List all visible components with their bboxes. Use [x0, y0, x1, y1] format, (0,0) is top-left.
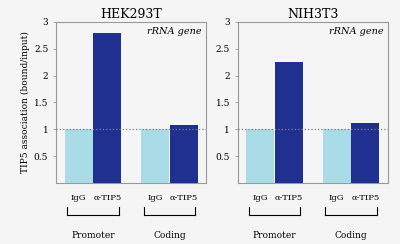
Title: NIH3T3: NIH3T3 [287, 8, 338, 21]
Text: Promoter: Promoter [253, 231, 296, 240]
Text: α-TIP5: α-TIP5 [170, 194, 198, 202]
Text: Coding: Coding [153, 231, 186, 240]
Text: Coding: Coding [335, 231, 367, 240]
Bar [246, 129, 274, 183]
Bar [141, 129, 169, 183]
Text: Promoter: Promoter [71, 231, 115, 240]
Text: α-TIP5: α-TIP5 [351, 194, 380, 202]
Text: IgG: IgG [147, 194, 163, 202]
Bar [275, 62, 303, 183]
Bar [93, 33, 121, 183]
Title: HEK293T: HEK293T [100, 8, 162, 21]
Text: IgG: IgG [71, 194, 86, 202]
Bar [170, 125, 198, 183]
Bar [65, 129, 92, 183]
Bar [352, 123, 379, 183]
Text: IgG: IgG [329, 194, 344, 202]
Text: α-TIP5: α-TIP5 [275, 194, 303, 202]
Y-axis label: TIP5 association (bound/input): TIP5 association (bound/input) [20, 31, 30, 173]
Bar [323, 129, 351, 183]
Text: α-TIP5: α-TIP5 [93, 194, 122, 202]
Text: rRNA gene: rRNA gene [329, 27, 384, 36]
Text: rRNA gene: rRNA gene [147, 27, 202, 36]
Text: IgG: IgG [252, 194, 268, 202]
